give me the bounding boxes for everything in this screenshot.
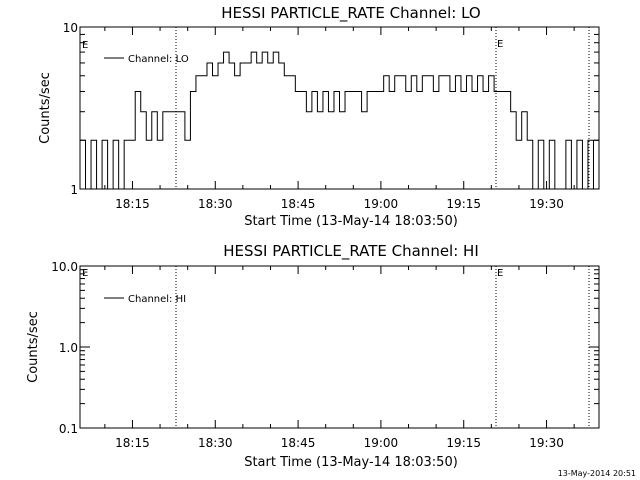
lo-legend-label: Channel: LO xyxy=(128,54,189,65)
generation-timestamp: 13-May-2014 20:51 xyxy=(557,469,636,478)
lo-channel-panel: HESSI PARTICLE_RATE Channel: LO 18:15 18:… xyxy=(38,4,600,229)
lo-y-tick-label: 10 xyxy=(63,21,78,35)
hi-channel-panel: HESSI PARTICLE_RATE Channel: HI 18:15 18:… xyxy=(26,242,600,470)
hi-x-axis: 18:15 18:30 18:45 19:00 19:15 19:30 xyxy=(104,266,575,450)
lo-x-tick-label: 18:30 xyxy=(198,197,233,211)
hi-x-axis-label: Start Time (13-May-14 18:03:50) xyxy=(244,455,458,470)
hi-y-axis-label: Counts/sec xyxy=(26,311,41,383)
lo-event-label: E xyxy=(497,39,503,50)
lo-y-tick-label: 1 xyxy=(70,183,78,197)
lo-y-axis-label: Counts/sec xyxy=(38,72,53,144)
hi-x-tick-label: 19:00 xyxy=(364,436,399,450)
hi-y-axis: 0.1 1.0 10.0 xyxy=(51,260,599,436)
hi-event-label: E xyxy=(497,268,503,279)
hi-x-tick-label: 18:45 xyxy=(281,436,316,450)
hi-x-tick-label: 19:30 xyxy=(529,436,564,450)
lo-x-axis: 18:15 18:30 18:45 19:00 19:15 19:30 xyxy=(104,27,575,211)
lo-series-line xyxy=(80,51,600,190)
hi-x-tick-label: 18:15 xyxy=(115,436,150,450)
lo-x-axis-label: Start Time (13-May-14 18:03:50) xyxy=(244,214,458,229)
hi-x-tick-label: 18:30 xyxy=(198,436,233,450)
lo-event-label: E xyxy=(82,40,88,51)
hi-x-tick-label: 19:15 xyxy=(446,436,481,450)
lo-plot-frame xyxy=(79,26,600,190)
lo-x-tick-label: 19:00 xyxy=(364,197,399,211)
lo-x-tick-label: 18:45 xyxy=(281,197,316,211)
hi-chart-title: HESSI PARTICLE_RATE Channel: HI xyxy=(223,242,479,261)
lo-x-tick-label: 19:30 xyxy=(529,197,564,211)
hi-y-tick-label: 10.0 xyxy=(51,260,78,274)
hi-y-tick-label: 0.1 xyxy=(59,422,78,436)
hi-plot-frame xyxy=(79,265,600,429)
lo-y-axis: 1 10 xyxy=(63,21,599,197)
hi-event-label: E xyxy=(82,268,88,279)
lo-x-tick-label: 18:15 xyxy=(115,197,150,211)
hi-legend-label: Channel: HI xyxy=(128,294,186,305)
lo-x-tick-label: 19:15 xyxy=(446,197,481,211)
lo-chart-title: HESSI PARTICLE_RATE Channel: LO xyxy=(221,4,480,23)
hi-y-tick-label: 1.0 xyxy=(59,341,78,355)
